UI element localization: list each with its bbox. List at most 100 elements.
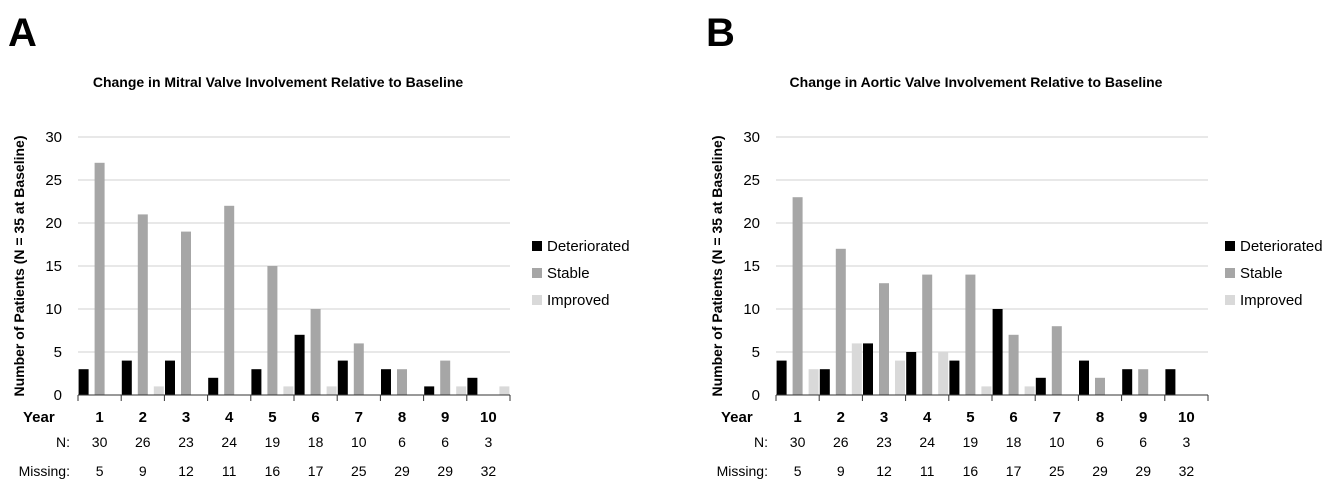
y-tick-label: 15 xyxy=(45,258,62,275)
x-axis-label: Year xyxy=(721,409,753,426)
bar-improved xyxy=(895,360,905,395)
table-cell: 3 xyxy=(485,434,493,450)
bar-deteriorated xyxy=(1035,377,1046,395)
table-cell: 26 xyxy=(833,434,849,450)
table-cell: 24 xyxy=(919,434,935,450)
y-tick-label: 30 xyxy=(45,129,62,146)
table-cell: 29 xyxy=(1092,463,1108,479)
table-cell: 18 xyxy=(308,434,324,450)
data-table: N: 30 26 23 24 19 18 10 6 6 3 Missing: 5 9 12 11 16 17 25 2… xyxy=(19,434,497,479)
table-cell: 29 xyxy=(394,463,410,479)
bar-deteriorated xyxy=(1165,369,1176,395)
table-row-label: N: xyxy=(56,434,70,450)
y-tick-label: 15 xyxy=(743,258,760,275)
bar-stable xyxy=(94,162,105,395)
y-tick-label: 0 xyxy=(752,387,760,404)
panel-letter: B xyxy=(706,11,735,55)
table-cell: 29 xyxy=(1135,463,1151,479)
x-tick-label: 8 xyxy=(398,409,406,426)
bar-improved xyxy=(499,386,510,395)
table-cell: 6 xyxy=(441,434,449,450)
x-tick-label: 6 xyxy=(1009,409,1017,426)
legend-label: Stable xyxy=(547,265,590,282)
x-axis-label: Year xyxy=(23,409,55,426)
table-cell: 19 xyxy=(963,434,979,450)
legend-label: Stable xyxy=(1240,265,1283,282)
table-cell: 16 xyxy=(963,463,979,479)
x-tick-label: 4 xyxy=(225,409,234,426)
x-tick-label: 10 xyxy=(480,409,497,426)
legend-swatch xyxy=(532,241,542,251)
y-axis-label: Number of Patients (N = 35 at Baseline) xyxy=(709,135,725,396)
bar-deteriorated xyxy=(906,352,917,395)
bar-improved xyxy=(938,352,949,395)
table-cell: 11 xyxy=(920,463,935,479)
data-table: N: 30 26 23 24 19 18 10 6 6 3 Missing: 5 9 12 11 16 17 25 2… xyxy=(717,434,1195,479)
y-tick-label: 10 xyxy=(743,301,760,318)
y-tick-label: 10 xyxy=(45,301,62,318)
table-cell: 12 xyxy=(178,463,194,479)
bar-improved xyxy=(981,386,992,395)
bar-improved xyxy=(283,386,294,395)
table-cell: 10 xyxy=(1049,434,1065,450)
bar-deteriorated xyxy=(121,360,132,395)
bar-stable xyxy=(267,266,278,395)
bar-deteriorated xyxy=(863,343,873,395)
bar-stable xyxy=(353,343,364,395)
legend: Deteriorated Stable Improved xyxy=(532,238,630,309)
table-cell: 9 xyxy=(837,463,845,479)
bar-deteriorated xyxy=(208,377,219,395)
x-tick-label: 7 xyxy=(355,409,363,426)
table-cell: 6 xyxy=(1096,434,1104,450)
bar-stable xyxy=(137,214,148,395)
bar-stable xyxy=(1008,334,1019,395)
x-tick-label: 3 xyxy=(880,409,888,426)
x-tick-label: 5 xyxy=(268,409,276,426)
table-cell: 16 xyxy=(265,463,281,479)
bar-deteriorated xyxy=(992,309,1003,395)
x-tick-label: 8 xyxy=(1096,409,1104,426)
table-cell: 11 xyxy=(222,463,237,479)
bar-stable xyxy=(1051,326,1062,395)
bar-stable xyxy=(922,274,933,395)
panel-letter: A xyxy=(8,11,37,55)
table-cell: 24 xyxy=(221,434,237,450)
bar-improved xyxy=(851,343,862,395)
bar-stable xyxy=(224,205,235,395)
table-cell: 26 xyxy=(135,434,151,450)
table-cell: 25 xyxy=(1049,463,1065,479)
table-cell: 18 xyxy=(1006,434,1022,450)
x-tick-label: 10 xyxy=(1178,409,1195,426)
bar-stable xyxy=(1095,377,1105,395)
table-row-label: Missing: xyxy=(19,463,70,479)
chart-panel-b: B Change in Aortic Valve Involvement Rel… xyxy=(706,11,1323,479)
legend-label: Improved xyxy=(1240,292,1303,309)
bar-stable xyxy=(397,369,407,395)
table-cell: 17 xyxy=(1006,463,1022,479)
bar-deteriorated xyxy=(776,360,787,395)
y-tick-label: 30 xyxy=(743,129,760,146)
table-cell: 32 xyxy=(481,463,497,479)
bar-improved xyxy=(808,369,819,395)
legend-label: Deteriorated xyxy=(547,238,630,255)
x-tick-label: 5 xyxy=(966,409,974,426)
legend-label: Improved xyxy=(547,292,610,309)
y-tick-label: 5 xyxy=(752,344,760,361)
table-cell: 5 xyxy=(794,463,802,479)
bar-stable xyxy=(879,283,889,395)
bar-stable xyxy=(181,231,191,395)
table-cell: 3 xyxy=(1183,434,1191,450)
x-tick-label: 2 xyxy=(837,409,845,426)
y-tick-label: 25 xyxy=(45,172,62,189)
y-tick-label: 0 xyxy=(54,387,62,404)
bar-stable xyxy=(835,248,846,395)
plot-area: 0 5 10 15 20 25 30 1 2 3 4 5 6 7 8 9 10 xyxy=(743,129,1209,426)
bar-deteriorated xyxy=(1079,360,1089,395)
bar-stable xyxy=(310,309,321,395)
legend-swatch xyxy=(532,268,542,278)
chart-title: Change in Mitral Valve Involvement Relat… xyxy=(93,74,464,90)
x-tick-label: 9 xyxy=(441,409,449,426)
bar-improved xyxy=(153,386,164,395)
table-cell: 10 xyxy=(351,434,367,450)
